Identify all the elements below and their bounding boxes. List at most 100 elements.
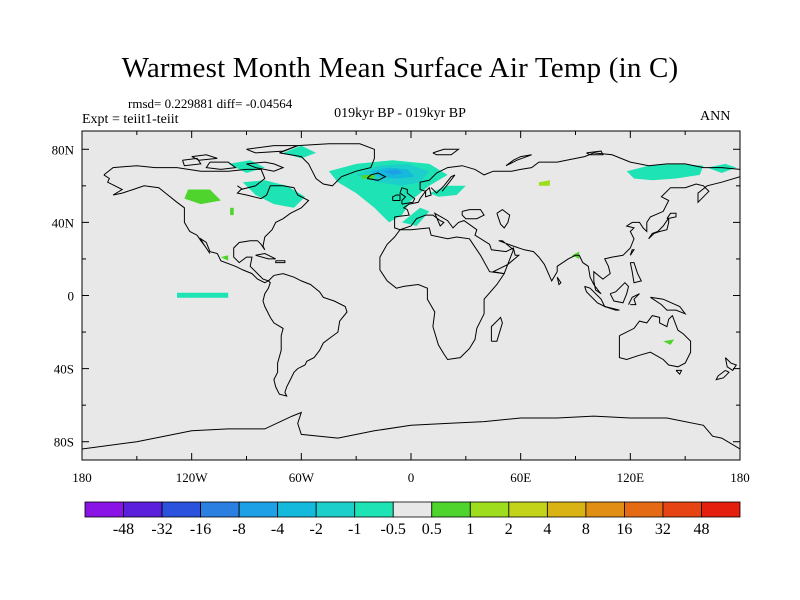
anomaly-region [242,180,305,208]
x-tick-label: 180 [730,470,750,485]
coastline [205,161,237,170]
stats-text: rmsd= 0.229881 diff= -0.04564 [128,96,293,111]
colorbar-swatch [624,501,664,518]
x-tick-label: 0 [408,470,415,485]
colorbar-label: 1 [466,521,474,538]
coastline [618,314,692,368]
colorbar-swatch [277,501,317,518]
coastline [379,227,506,361]
coastline [399,187,416,205]
experiment-label: Expt = teiit1-teiit [82,112,179,127]
coastline [675,369,683,375]
season-label: ANN [700,109,731,124]
y-tick-label: 40S [54,362,74,377]
coastline [103,165,310,284]
colorbar-label: 48 [694,521,710,538]
coastline [366,172,387,181]
anomaly-region [663,339,675,345]
colorbar-swatch [84,501,124,518]
colorbar-swatch [315,501,356,518]
colorbar-swatch [431,501,471,518]
anomaly-region [538,180,550,186]
coastline [629,262,643,284]
coastline [505,154,532,167]
colorbar-label: -1 [348,521,361,538]
colorbar-label: 0.5 [422,521,442,538]
colorbar-swatch [469,501,510,518]
coastline [490,316,503,342]
colorbar-label: -8 [232,521,245,538]
coastline [182,157,202,167]
colorbar-swatch [161,501,201,518]
colorbar-swatch [123,501,163,518]
x-tick-label: 120E [617,470,645,485]
coastline [237,185,244,190]
coastline [432,148,460,156]
coastline [629,249,635,256]
anomaly-region [230,207,234,216]
x-tick-label: 180 [72,470,92,485]
anomaly-region [401,207,430,226]
colorbar-label: 32 [655,521,671,538]
colorbar-label: -0.5 [381,521,406,538]
colorbar-swatch [585,501,625,518]
anomaly-region [177,292,229,298]
anomaly-region [626,163,704,181]
coastline [394,152,740,295]
coastline [556,276,562,286]
colorbar-label: 8 [582,521,590,538]
coastline [246,161,285,172]
anomaly-region [220,255,229,261]
colorbar-swatch [508,501,548,518]
coastline [715,369,730,381]
coastline [191,154,218,161]
coastline [246,145,298,154]
y-tick-label: 80N [52,142,75,157]
coastline [255,252,276,260]
coastline [430,174,456,194]
coastline [666,212,677,220]
colorbar: -48 -32 -16 -8 -4 -2 -1 -0.5 0.5 1 2 4 8 16 32 48 [84,501,741,538]
colorbar-swatch [392,501,433,518]
y-tick-label: 40N [52,215,75,230]
x-tick-label: 60W [289,470,315,485]
x-tick-label: 60E [510,470,531,485]
coastline [650,296,687,315]
coastline [586,150,604,156]
coastline [392,194,401,201]
colorbar-label: -2 [310,521,323,538]
coastline [461,209,485,220]
axes: 180 120W 60W 0 60E 120E 180 80N 40N 0 40S 80S [52,131,750,485]
y-tick-label: 0 [68,289,75,304]
coastline [628,293,640,306]
coastline [496,208,511,229]
coastline [275,260,286,264]
colorbar-swatch [701,501,741,518]
colorbar-label: -4 [271,521,284,538]
coastlines [82,143,740,450]
colorbar-swatch [546,501,587,518]
colorbar-label: -16 [190,521,211,538]
anomaly-region [707,163,737,173]
coastline [82,411,740,450]
y-tick-label: 80S [54,435,74,450]
coastline [279,143,375,187]
coastline [262,273,348,397]
x-tick-label: 120W [176,470,209,485]
colorbar-label: -48 [113,521,134,538]
colorbar-swatch [238,501,279,518]
colorbar-swatch [354,501,394,518]
anomaly-region [429,185,466,197]
anomaly-region [361,174,375,179]
anomaly-region [383,169,404,175]
anomaly-region [184,189,221,205]
chart-title: Warmest Month Mean Surface Air Temp (in … [121,52,679,84]
coastline [604,306,620,311]
colorbar-swatch [200,501,240,518]
coastline [724,357,738,372]
coastline [609,281,630,304]
colorbar-swatch [662,501,702,518]
colorbar-label: 4 [543,521,551,538]
colorbar-label: -32 [151,521,172,538]
